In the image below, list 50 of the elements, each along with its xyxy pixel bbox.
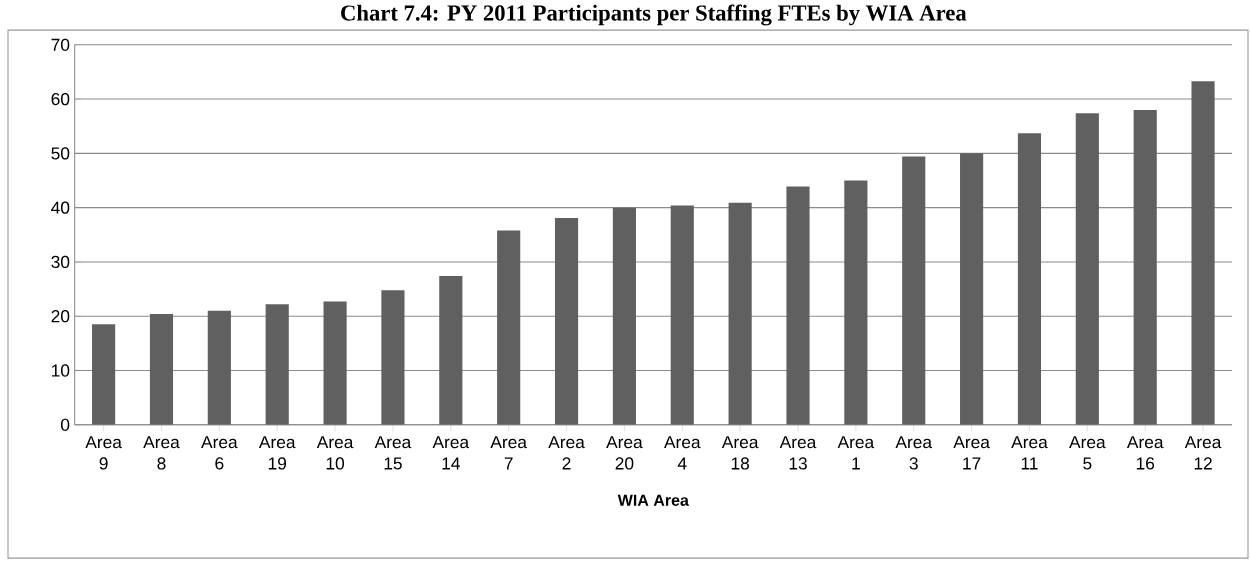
bar [1075, 112, 1099, 425]
y-tick-label: 30 [51, 255, 70, 268]
bar [207, 310, 231, 425]
x-tick-label: Area 18 [721, 435, 759, 470]
bar [612, 207, 636, 425]
bar [1191, 80, 1215, 425]
x-tick-label: Area 19 [258, 435, 296, 470]
y-tick-label: 10 [52, 364, 70, 377]
x-tick-label: Area 4 [664, 435, 701, 470]
bar [92, 324, 116, 425]
bar [844, 180, 868, 425]
bar [728, 202, 752, 425]
bar [554, 217, 579, 425]
y-tick-label: 60 [51, 92, 70, 105]
y-tick-label: 20 [51, 309, 70, 323]
bar [149, 313, 174, 425]
bar [265, 304, 289, 425]
bar [323, 301, 347, 425]
x-tick-label: Area 13 [779, 435, 817, 470]
x-tick-label: Area 11 [1011, 435, 1048, 470]
x-tick-label: Area 7 [490, 435, 527, 470]
x-tick-label: Area 12 [1184, 435, 1222, 470]
x-tick-label: Area 16 [1126, 435, 1164, 470]
x-tick-label: Area 8 [143, 435, 180, 470]
x-tick-label: Area 17 [953, 435, 990, 470]
bar [670, 205, 694, 425]
bar [902, 156, 926, 425]
x-tick-label: Area 9 [85, 435, 122, 470]
bar [497, 230, 521, 425]
x-tick-label: Area 10 [316, 435, 354, 470]
y-tick-label: 40 [51, 201, 70, 214]
bar [786, 186, 810, 425]
y-tick-label: 70 [51, 38, 70, 51]
x-tick-label: Area 5 [1069, 435, 1106, 470]
x-tick-label: Area 3 [895, 435, 933, 470]
y-tick-label: 0 [61, 418, 70, 431]
x-tick-label: Area 15 [374, 435, 412, 470]
x-tick-label: Area 6 [201, 435, 238, 470]
x-tick-label: Area 1 [837, 435, 875, 470]
bar [381, 289, 405, 425]
bar [960, 153, 984, 425]
x-tick-label: Area 20 [606, 435, 643, 470]
x-tick-label: Area 14 [432, 435, 470, 470]
bar [1017, 133, 1042, 425]
y-tick-label: 50 [51, 147, 70, 160]
bar [439, 275, 463, 425]
bar [1133, 109, 1157, 425]
chart-title: Chart 7.4: PY 2011 Participants per Staffing FTEs by WIA Area [341, 4, 967, 26]
x-axis-title: WIA Area [617, 494, 689, 506]
x-tick-label: Area 2 [548, 435, 585, 470]
